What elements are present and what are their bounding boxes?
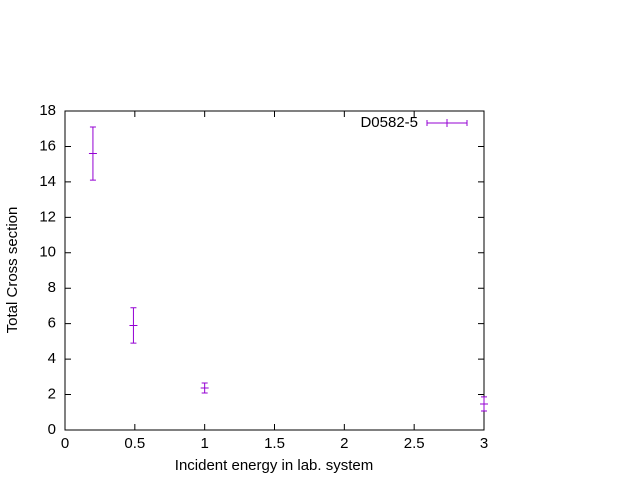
legend-label: D0582-5 <box>360 114 418 131</box>
x-tick-label: 1.5 <box>264 435 285 452</box>
error-bar <box>200 382 209 394</box>
y-tick-label: 18 <box>39 102 56 119</box>
x-axis-label: Incident energy in lab. system <box>175 457 373 474</box>
error-bar <box>129 307 138 344</box>
y-tick-label: 8 <box>48 279 56 296</box>
legend-sample <box>426 119 468 127</box>
x-tick-label: 1 <box>200 435 208 452</box>
x-tick-label: 2.5 <box>404 435 425 452</box>
y-tick-label: 6 <box>48 315 56 332</box>
y-tick-label: 4 <box>48 350 56 367</box>
x-tick-label: 2 <box>340 435 348 452</box>
y-tick-label: 10 <box>39 244 56 261</box>
x-tick-label: 3 <box>480 435 488 452</box>
error-bar <box>88 126 97 181</box>
y-tick-label: 12 <box>39 208 56 225</box>
y-tick-label: 14 <box>39 173 56 190</box>
y-tick-label: 16 <box>39 137 56 154</box>
x-tick-label: 0.5 <box>124 435 145 452</box>
error-bar <box>480 396 488 412</box>
y-axis-label: Total Cross section <box>4 207 21 334</box>
y-tick-label: 0 <box>48 421 56 438</box>
x-tick-label: 0 <box>61 435 69 452</box>
y-tick-label: 2 <box>48 386 56 403</box>
plot-border <box>64 110 485 431</box>
